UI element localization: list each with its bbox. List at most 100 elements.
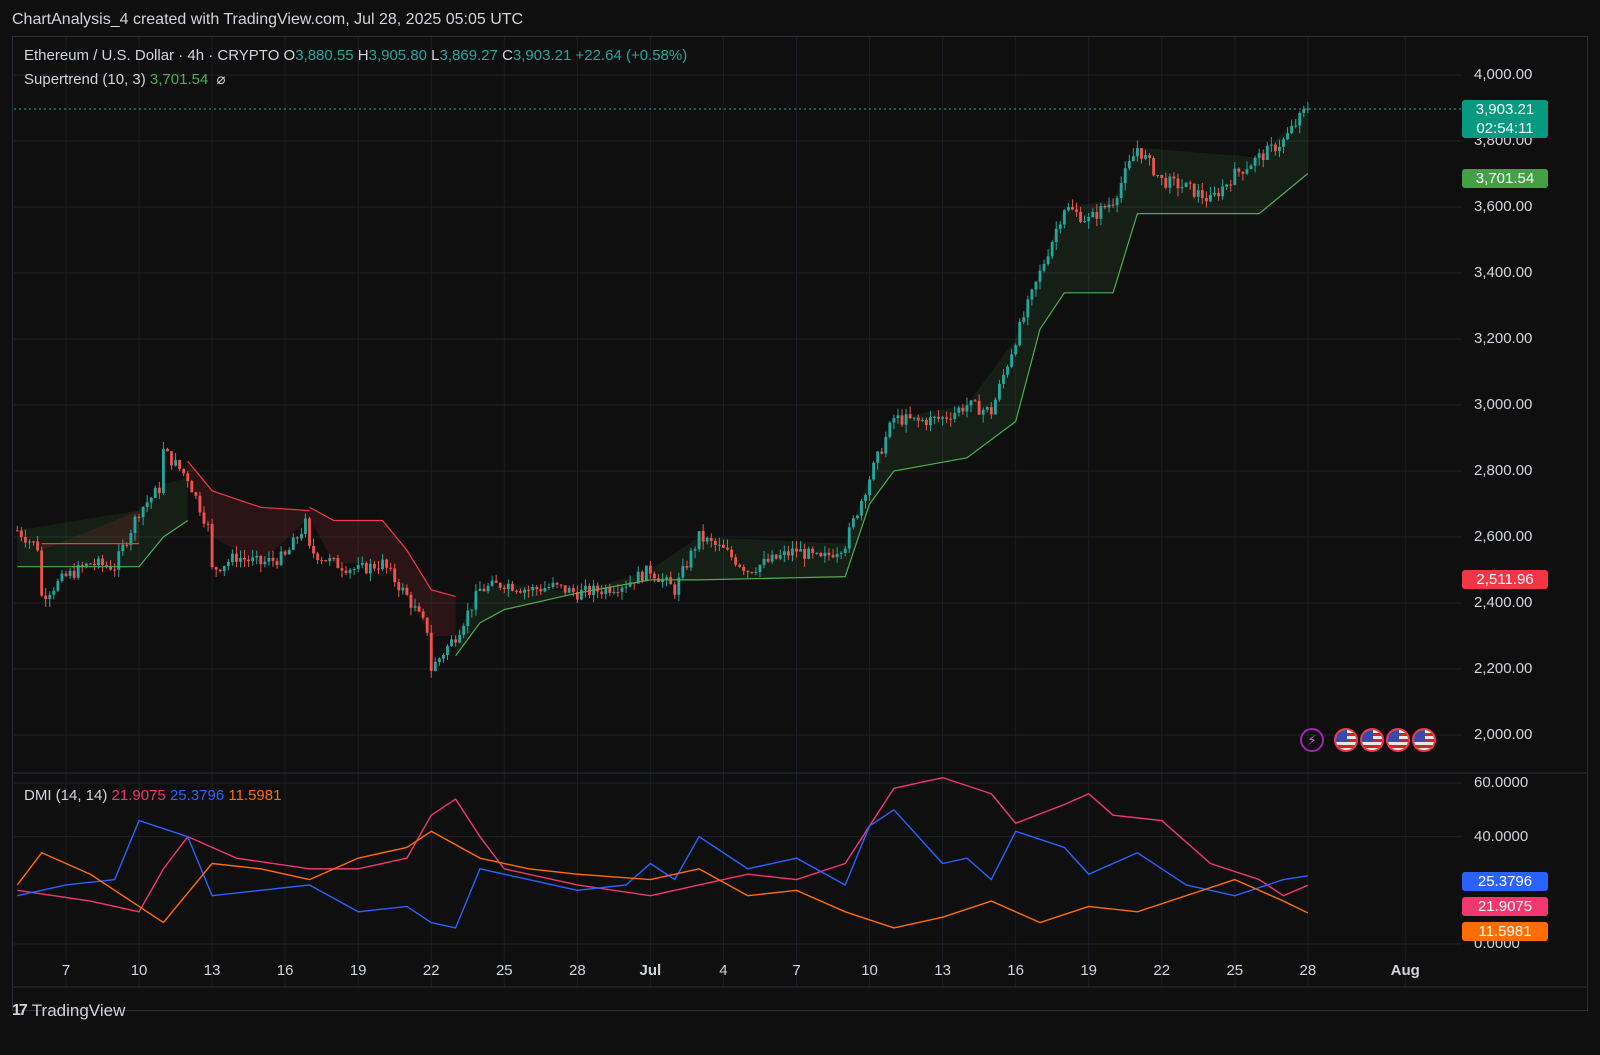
- candle-body: [531, 587, 534, 590]
- candle-body: [1051, 242, 1054, 256]
- plus-di-price-box: 21.9075: [1462, 897, 1548, 916]
- candle-body: [1254, 158, 1257, 166]
- candle-body: [385, 560, 388, 568]
- candle-body: [669, 577, 672, 584]
- candle-body: [897, 415, 900, 418]
- candle-body: [65, 573, 68, 575]
- us-flag-icon[interactable]: [1334, 728, 1358, 752]
- candle-body: [1035, 282, 1038, 290]
- price-tick-label: 4,000.00: [1474, 66, 1532, 83]
- candle-body: [365, 563, 368, 573]
- candle-body: [1043, 264, 1046, 271]
- hide-icon[interactable]: ⌀: [216, 71, 225, 88]
- candle-body: [40, 550, 43, 595]
- candle-body: [73, 571, 76, 578]
- tradingview-logo[interactable]: 17 TradingView: [12, 1001, 125, 1021]
- candle-body: [1173, 176, 1176, 178]
- candle-body: [470, 610, 473, 611]
- candle-body: [1262, 153, 1265, 160]
- candle-body: [190, 481, 193, 492]
- candle-body: [52, 591, 55, 595]
- candle-body: [1140, 148, 1143, 159]
- supertrend-price-box: 3,701.54: [1462, 169, 1548, 188]
- candle-body: [434, 662, 437, 671]
- candle-body: [1213, 193, 1216, 195]
- candle-body: [568, 588, 571, 593]
- candle-body: [138, 517, 141, 518]
- candle-body: [771, 555, 774, 562]
- candle-body: [1148, 155, 1151, 158]
- candle-body: [957, 408, 960, 413]
- candle-body: [884, 437, 887, 454]
- candle-body: [852, 518, 855, 527]
- candle-body: [815, 553, 818, 554]
- candle-body: [134, 517, 137, 533]
- candle-body: [405, 588, 408, 595]
- candle-body: [69, 571, 72, 576]
- low-value: 3,869.27: [440, 47, 498, 64]
- candle-body: [61, 573, 64, 580]
- candle-body: [414, 606, 417, 607]
- candle-body: [1095, 212, 1098, 219]
- candle-body: [304, 518, 307, 534]
- event-markers[interactable]: ⚡: [1300, 728, 1436, 752]
- candle-body: [836, 554, 839, 557]
- candle-body: [503, 588, 506, 589]
- candle-body: [154, 488, 157, 498]
- candle-body: [243, 558, 246, 560]
- candle-body: [552, 583, 555, 587]
- candle-body: [1201, 190, 1204, 198]
- candle-body: [491, 581, 494, 586]
- candle-body: [1274, 145, 1277, 152]
- candle-body: [166, 449, 169, 451]
- us-flag-icon[interactable]: [1360, 728, 1384, 752]
- candle-body: [336, 558, 339, 568]
- candle-body: [706, 538, 709, 542]
- supertrend-legend: Supertrend (10, 3) 3,701.54 ⌀: [24, 70, 226, 88]
- candle-body: [1104, 206, 1107, 208]
- minus-di-line: [17, 810, 1308, 928]
- candle-body: [259, 556, 262, 564]
- candle-body: [487, 586, 490, 591]
- candle-body: [608, 588, 611, 593]
- us-flag-icon[interactable]: [1412, 728, 1436, 752]
- candle-body: [56, 581, 59, 591]
- dmi-tick-label: 40.0000: [1474, 828, 1528, 845]
- supertrend-up-fill: [456, 107, 1308, 656]
- dmi-legend: DMI (14, 14) 21.9075 25.3796 11.5981: [24, 787, 281, 804]
- red-level-price-box: 2,511.96: [1462, 570, 1548, 589]
- candle-body: [913, 418, 916, 419]
- candle-body: [860, 501, 863, 516]
- candle-body: [1018, 322, 1021, 345]
- candle-body: [1063, 210, 1066, 224]
- time-tick-label: 25: [496, 962, 513, 979]
- candle-body: [272, 558, 275, 561]
- candle-body: [1083, 221, 1086, 222]
- time-tick-label: 4: [719, 962, 727, 979]
- candle-body: [564, 585, 567, 592]
- candle-body: [974, 400, 977, 401]
- candle-body: [446, 646, 449, 655]
- candle-body: [698, 531, 701, 549]
- candle-body: [499, 583, 502, 588]
- candle-body: [722, 545, 725, 548]
- us-flag-icon[interactable]: [1386, 728, 1410, 752]
- candle-body: [1075, 210, 1078, 212]
- candle-body: [353, 569, 356, 570]
- candle-body: [125, 545, 128, 546]
- candle-body: [1229, 185, 1232, 186]
- candle-body: [235, 554, 238, 562]
- lightning-icon[interactable]: ⚡: [1300, 728, 1324, 752]
- candle-body: [990, 407, 993, 414]
- supertrend-down-fill: [188, 461, 310, 563]
- adx-value: 11.5981: [228, 787, 281, 804]
- supertrend-down-fill: [310, 507, 456, 636]
- candle-body: [85, 564, 88, 567]
- candle-body: [211, 524, 214, 567]
- candle-body: [194, 492, 197, 495]
- tradingview-mark-icon: 17: [12, 1002, 26, 1020]
- countdown-value: 02:54:11: [1462, 119, 1548, 138]
- candle-body: [949, 419, 952, 420]
- candle-body: [1258, 153, 1261, 157]
